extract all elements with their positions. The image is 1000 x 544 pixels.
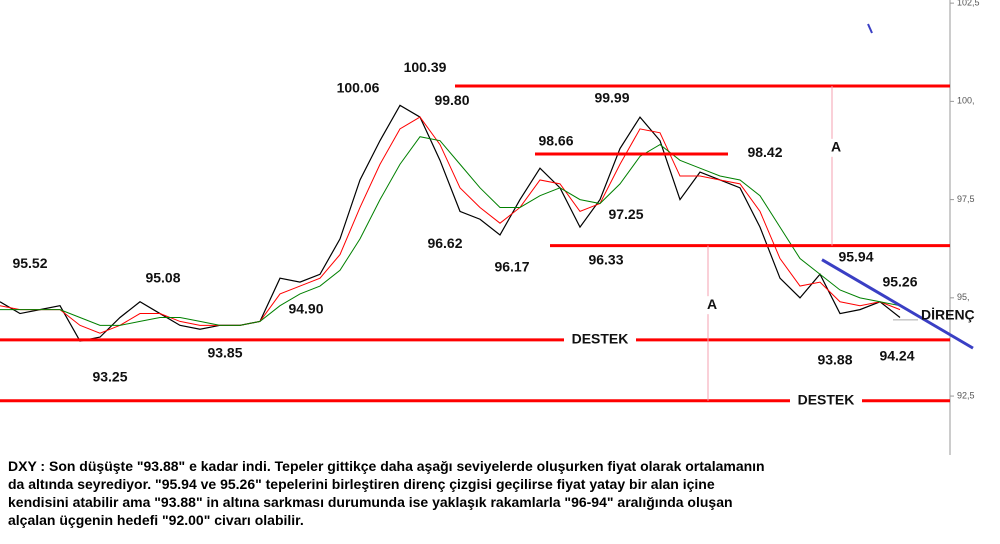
label-bg xyxy=(564,329,636,350)
price-annotation: 93.25 xyxy=(92,368,127,384)
price-annotation: 100.39 xyxy=(404,59,447,75)
price-annotation: 95.94 xyxy=(838,249,873,265)
price-annotation: 98.66 xyxy=(538,133,573,149)
level-label: DESTEK xyxy=(798,391,855,407)
price-annotation: 98.42 xyxy=(747,144,782,160)
note-line: da altında seyrediyor. "95.94 ve 95.26" … xyxy=(8,476,715,492)
label-bg xyxy=(824,138,840,157)
price-annotation: 94.24 xyxy=(879,347,914,363)
label-bg xyxy=(790,390,862,411)
price-annotation: 100.06 xyxy=(337,80,380,96)
label-bg xyxy=(700,296,716,315)
level-label: DESTEK xyxy=(572,331,629,347)
price-annotation: 96.17 xyxy=(494,259,529,275)
resistance-label: DİRENÇ xyxy=(921,307,975,323)
measure-label: A xyxy=(831,139,841,155)
measure-label: A xyxy=(707,296,717,312)
y-tick-label: 92,5 xyxy=(957,390,975,400)
note-line: alçalan üçgenin hedefi "92.00" civarı ol… xyxy=(8,512,304,528)
price-line xyxy=(0,116,901,334)
price-annotation: 93.88 xyxy=(817,352,852,368)
price-annotation: 95.52 xyxy=(12,255,47,271)
price-annotation: 99.80 xyxy=(434,92,469,108)
resistance-line xyxy=(821,258,974,350)
price-line xyxy=(0,104,901,342)
price-annotation: 95.08 xyxy=(145,269,180,285)
price-annotation: 97.25 xyxy=(608,206,643,222)
price-annotation: 94.90 xyxy=(288,300,323,316)
marker xyxy=(867,23,873,34)
price-annotation: 99.99 xyxy=(594,89,629,105)
note-line: kendisini atabilir ama "93.88" in altına… xyxy=(8,494,733,510)
price-annotation: 96.33 xyxy=(588,251,623,267)
y-tick-label: 97,5 xyxy=(957,194,975,204)
y-tick-label: 95, xyxy=(957,292,970,302)
price-annotation: 96.62 xyxy=(427,235,462,251)
price-line xyxy=(0,136,901,326)
y-tick-label: 102,5 xyxy=(957,0,980,8)
y-tick-label: 100, xyxy=(957,96,975,106)
price-annotation: 93.85 xyxy=(207,345,242,361)
price-annotation: 95.26 xyxy=(882,273,917,289)
note-line: DXY : Son düşüşte "93.88" e kadar indi. … xyxy=(8,458,765,474)
